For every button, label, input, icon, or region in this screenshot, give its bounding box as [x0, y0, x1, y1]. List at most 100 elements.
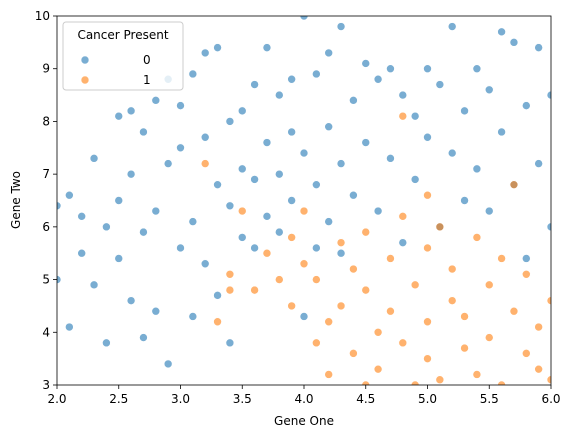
scatter-point: [373, 327, 383, 337]
scatter-point: [324, 370, 334, 379]
scatter-point: [447, 148, 457, 158]
scatter-point: [361, 227, 371, 237]
scatter-point: [151, 206, 161, 216]
scatter-point: [521, 269, 531, 279]
scatter-point: [398, 238, 408, 247]
scatter-point: [188, 69, 198, 79]
scatter-point: [398, 111, 408, 121]
scatter-point: [484, 206, 494, 216]
scatter-point: [287, 196, 296, 205]
x-tick-label: 6.0: [541, 392, 560, 406]
scatter-point: [65, 190, 74, 200]
scatter-point: [188, 217, 198, 226]
scatter-point: [460, 343, 469, 353]
scatter-point: [312, 275, 321, 284]
scatter-point: [213, 317, 222, 327]
scatter-point: [324, 317, 334, 327]
scatter-point: [447, 22, 457, 31]
x-tick-label: 5.0: [418, 392, 437, 406]
scatter-point: [237, 233, 247, 242]
scatter-point: [398, 212, 408, 221]
legend-label: 1: [143, 73, 151, 87]
scatter-point: [312, 180, 321, 189]
scatter-point: [287, 127, 296, 137]
scatter-point: [373, 364, 383, 374]
scatter-point: [299, 16, 309, 21]
scatter-point: [546, 90, 551, 100]
scatter-point: [225, 338, 235, 348]
y-axis-label: Gene Two: [9, 171, 23, 229]
scatter-point: [497, 380, 506, 385]
scatter-point: [237, 164, 247, 174]
points: [57, 16, 551, 385]
scatter-point: [398, 338, 408, 348]
scatter-point: [534, 364, 543, 374]
scatter-point: [126, 106, 136, 116]
scatter-point: [336, 22, 346, 31]
scatter-point: [521, 349, 531, 358]
scatter-point: [163, 159, 173, 168]
scatter-point: [102, 338, 111, 348]
scatter-point: [361, 138, 371, 147]
scatter-point: [139, 127, 148, 137]
scatter-point: [410, 175, 420, 184]
scatter-point: [225, 201, 235, 211]
scatter-point: [435, 222, 445, 232]
scatter-point: [497, 27, 506, 37]
scatter-point: [139, 333, 148, 342]
scatter-point: [200, 259, 210, 269]
scatter-point: [262, 212, 272, 221]
scatter-point: [423, 243, 432, 253]
scatter-point: [188, 312, 198, 321]
scatter-point: [176, 101, 185, 110]
scatter-point: [151, 96, 161, 105]
legend-box: [62, 21, 184, 91]
scatter-point: [102, 222, 111, 232]
scatter-point: [361, 285, 371, 295]
scatter-point: [423, 190, 432, 200]
scatter-point: [546, 296, 551, 305]
scatter-point: [287, 301, 296, 311]
scatter-point: [250, 243, 259, 253]
scatter-point: [349, 96, 358, 105]
y-tick-label: 6: [42, 220, 50, 234]
y-tick-label: 9: [42, 62, 50, 76]
scatter-point: [225, 269, 235, 279]
scatter-point: [472, 370, 482, 379]
scatter-point: [398, 90, 408, 100]
scatter-point: [262, 138, 272, 147]
x-axis-label: Gene One: [274, 414, 334, 428]
scatter-point: [336, 238, 346, 247]
y-tick-label: 7: [42, 167, 50, 181]
y-tick-label: 8: [42, 114, 50, 128]
scatter-point: [65, 322, 74, 332]
scatter-point: [546, 222, 551, 232]
scatter-point: [336, 248, 346, 258]
legend-marker: [80, 55, 90, 65]
scatter-point: [287, 74, 296, 84]
scatter-point: [299, 206, 309, 216]
scatter-point: [324, 48, 334, 58]
scatter-point: [312, 243, 321, 253]
scatter-point: [460, 312, 469, 321]
scatter-point: [521, 254, 531, 263]
scatter-point: [225, 285, 235, 295]
scatter-point: [237, 106, 247, 116]
scatter-point: [200, 159, 210, 168]
scatter-point: [151, 306, 161, 316]
scatter-point: [213, 291, 222, 300]
scatter-point: [373, 206, 383, 216]
scatter-point: [447, 264, 457, 274]
scatter-point: [484, 333, 494, 342]
scatter-point: [472, 233, 482, 242]
scatter-point: [274, 90, 284, 100]
scatter-point: [349, 349, 358, 358]
scatter-point: [213, 43, 222, 52]
scatter-point: [139, 227, 148, 237]
scatter-point: [57, 201, 62, 211]
scatter-point: [250, 80, 259, 89]
scatter-point: [262, 43, 272, 52]
scatter-point: [200, 132, 210, 142]
scatter-point: [484, 85, 494, 95]
